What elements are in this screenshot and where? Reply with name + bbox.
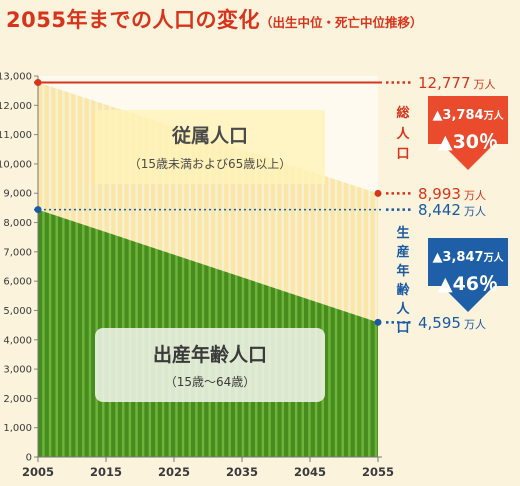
total-population-label: 総 人 口 xyxy=(394,102,412,162)
x-tick-label: 2035 xyxy=(226,465,258,479)
total-start-label: 12,777 万人 xyxy=(418,74,496,92)
y-tick-label: 13,000 xyxy=(0,72,32,83)
working-label-box xyxy=(95,328,325,402)
dependent-label-note: （15歳未満および65歳以上） xyxy=(129,157,292,171)
down-arrow-icon xyxy=(428,96,508,170)
working-change-arrow: ▲3,847万人 ▲46％ xyxy=(428,238,508,312)
working-end-unit: 万人 xyxy=(464,318,486,331)
chart-title: 2055年までの人口の変化（出生中位・死亡中位推移） xyxy=(6,4,422,34)
y-tick-label: 0 xyxy=(26,453,32,464)
y-tick-label: 8,000 xyxy=(3,218,32,229)
total-change-percent: ▲30％ xyxy=(437,131,499,153)
working-label-char: 産 xyxy=(396,245,410,260)
total-label-char: 人 xyxy=(396,126,410,142)
working-population-label: 生 産 年 齢 人 口 xyxy=(394,222,412,336)
total-change-count: ▲3,784 xyxy=(432,108,484,123)
working-end-value: 4,595 xyxy=(418,314,461,332)
down-arrow-icon xyxy=(428,238,508,312)
working-label-char: 人 xyxy=(396,302,410,317)
y-tick-label: 9,000 xyxy=(3,189,32,200)
x-tick-label: 2005 xyxy=(22,465,54,479)
x-tick-label: 2015 xyxy=(90,465,122,479)
x-tick-label: 2025 xyxy=(158,465,190,479)
working-start-point xyxy=(34,206,42,214)
y-tick-label: 6,000 xyxy=(3,277,32,288)
title-main: 2055年までの人口の変化 xyxy=(6,8,260,32)
working-start-unit: 万人 xyxy=(464,205,486,218)
dependent-label-box xyxy=(95,110,325,184)
total-start-value: 12,777 xyxy=(418,74,471,92)
total-end-label: 8,993 万人 xyxy=(418,185,486,203)
working-label-char: 口 xyxy=(396,321,410,336)
working-label-note: （15歳〜64歳） xyxy=(165,375,256,389)
total-end-unit: 万人 xyxy=(464,189,486,202)
working-label-char: 年 xyxy=(396,264,410,279)
total-start-unit: 万人 xyxy=(474,78,496,91)
working-end-point xyxy=(374,318,382,326)
x-tick-label: 2055 xyxy=(362,465,394,479)
working-change-count: ▲3,847 xyxy=(432,250,484,265)
dependent-label-title: 従属人口 xyxy=(171,124,248,147)
x-tick-label: 2045 xyxy=(294,465,326,479)
y-tick-label: 11,000 xyxy=(0,130,32,141)
y-tick-label: 3,000 xyxy=(3,365,32,376)
y-tick-label: 7,000 xyxy=(3,247,32,258)
total-label-char: 口 xyxy=(396,147,410,162)
working-change-unit: 万人 xyxy=(483,253,504,264)
total-start-point xyxy=(34,79,42,87)
working-label-char: 齢 xyxy=(396,283,410,298)
y-tick-label: 10,000 xyxy=(0,159,32,170)
y-tick-label: 4,000 xyxy=(3,335,32,346)
total-change-arrow: ▲3,784万人 ▲30％ xyxy=(428,96,508,170)
y-tick-label: 1,000 xyxy=(3,423,32,434)
total-end-value: 8,993 xyxy=(418,185,461,203)
title-sub: （出生中位・死亡中位推移） xyxy=(259,15,423,30)
working-end-label: 4,595 万人 xyxy=(418,314,486,332)
working-label-char: 生 xyxy=(396,226,410,241)
working-change-percent: ▲46％ xyxy=(437,273,499,295)
total-label-char: 総 xyxy=(396,106,410,121)
working-label-title: 出産年齢人口 xyxy=(153,343,267,366)
y-tick-label: 12,000 xyxy=(0,101,32,112)
working-start-value: 8,442 xyxy=(418,201,461,219)
y-tick-label: 5,000 xyxy=(3,306,32,317)
y-tick-label: 2,000 xyxy=(3,394,32,405)
total-end-point xyxy=(374,189,382,197)
total-change-unit: 万人 xyxy=(483,111,504,122)
working-start-label: 8,442 万人 xyxy=(418,201,486,219)
